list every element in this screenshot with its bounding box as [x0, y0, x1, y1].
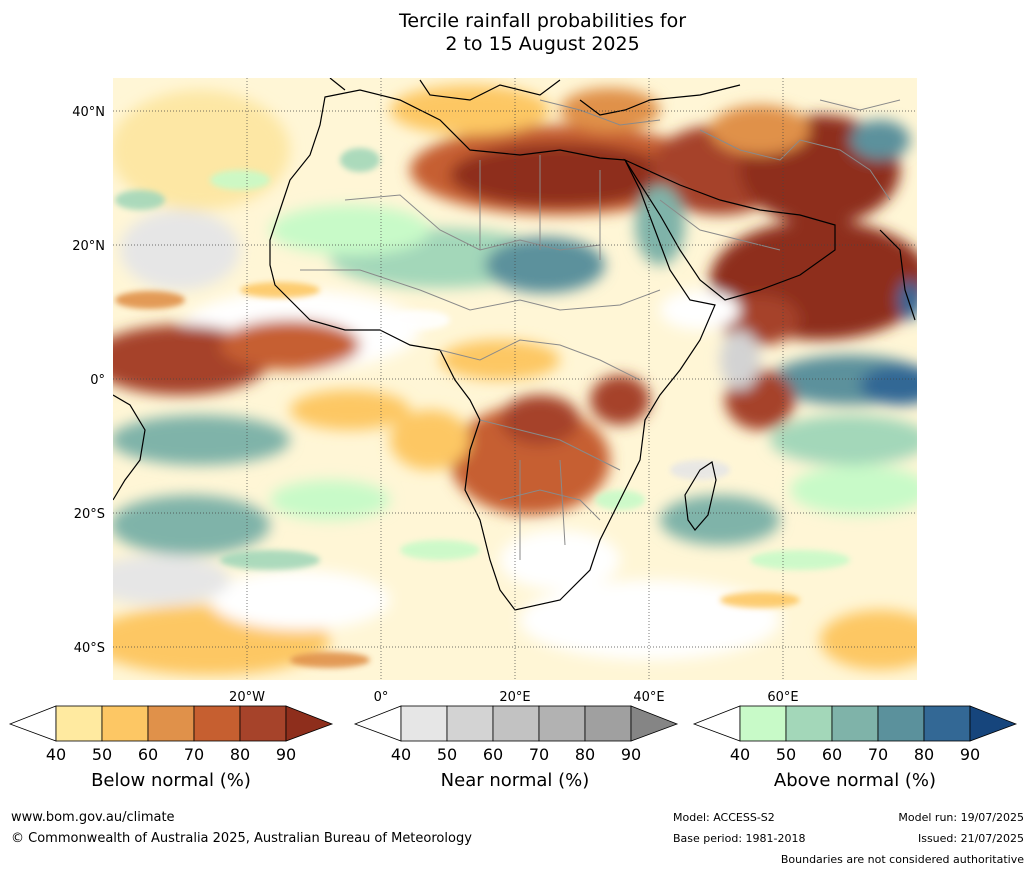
coastlines — [113, 78, 916, 611]
colorbar-below-swatch — [239, 705, 287, 742]
colorbar-near: 40 50 60 70 80 90 Near normal (%) — [353, 705, 679, 791]
colorbar-above-swatch — [877, 705, 925, 742]
map-title: Tercile rainfall probabilities for 2 to … — [0, 10, 1035, 56]
colorbar-above-min-arrow — [692, 705, 741, 742]
latitude-labels: 40°N 20°N 0° 20°S 40°S — [72, 105, 105, 656]
lon-label: 20°E — [499, 690, 530, 705]
colorbar-below-swatch — [101, 705, 149, 742]
colorbar-above: 40 50 60 70 80 90 Above normal (%) — [692, 705, 1018, 791]
colorbar-below: 40 50 60 70 80 90 Below normal (%) — [8, 705, 334, 791]
colorbar-label: Above normal (%) — [774, 770, 936, 791]
colorbar-above-swatch — [831, 705, 879, 742]
colorbar-tick: 50 — [776, 745, 796, 764]
colorbar-above-max-arrow — [969, 705, 1018, 742]
footer-issued: Issued: 21/07/2025 — [917, 832, 1024, 845]
title-line-2: 2 to 15 August 2025 — [445, 33, 640, 55]
colorbar-below-swatch — [193, 705, 241, 742]
lon-label: 20°W — [229, 690, 265, 705]
colorbar-below-swatch — [55, 705, 103, 742]
colorbar-tick: 90 — [276, 745, 296, 764]
footer-model: Model: ACCESS-S2 — [673, 811, 775, 824]
colorbar-above-swatch — [923, 705, 971, 742]
colorbar-tick: 40 — [46, 745, 66, 764]
colorbar-tick: 60 — [822, 745, 842, 764]
colorbar-below-swatch — [147, 705, 195, 742]
map-field — [113, 78, 917, 680]
colorbar-above-swatch — [785, 705, 833, 742]
footer-disclaimer: Boundaries are not considered authoritat… — [780, 853, 1024, 866]
lon-label: 40°E — [633, 690, 664, 705]
colorbar-tick: 50 — [92, 745, 112, 764]
gridlines — [113, 78, 917, 680]
colorbar-tick: 50 — [437, 745, 457, 764]
country-borders — [300, 99, 901, 560]
colorbar-tick: 40 — [391, 745, 411, 764]
colorbar-tick: 60 — [483, 745, 503, 764]
lat-label: 40°S — [74, 641, 105, 656]
colorbar-near-min-arrow — [353, 705, 402, 742]
colorbar-label: Near normal (%) — [441, 770, 590, 791]
lat-label: 20°N — [72, 239, 105, 254]
colorbar-near-swatch — [538, 705, 586, 742]
colorbar-tick: 80 — [575, 745, 595, 764]
colorbar-tick: 80 — [914, 745, 934, 764]
colorbar-label: Below normal (%) — [91, 770, 251, 791]
lat-label: 20°S — [74, 507, 105, 522]
colorbar-tick: 90 — [960, 745, 980, 764]
colorbar-tick: 90 — [621, 745, 641, 764]
colorbar-near-swatch — [492, 705, 540, 742]
colorbar-below-min-arrow — [8, 705, 57, 742]
footer-url[interactable]: www.bom.gov.au/climate — [11, 810, 175, 825]
colorbar-above-swatch — [739, 705, 787, 742]
colorbar-near-max-arrow — [630, 705, 679, 742]
probability-field — [113, 85, 917, 675]
colorbar-tick: 80 — [230, 745, 250, 764]
colorbar-near-swatch — [584, 705, 632, 742]
footer-base-period: Base period: 1981-2018 — [673, 832, 806, 845]
colorbar-tick: 40 — [730, 745, 750, 764]
colorbar-below-max-arrow — [285, 705, 334, 742]
lon-label: 0° — [374, 690, 389, 705]
lat-label: 40°N — [72, 105, 105, 120]
lat-label: 0° — [90, 373, 105, 388]
longitude-labels: 20°W 0° 20°E 40°E 60°E — [229, 690, 799, 705]
colorbar-tick: 70 — [529, 745, 549, 764]
colorbar-tick: 70 — [184, 745, 204, 764]
title-line-1: Tercile rainfall probabilities for — [398, 10, 687, 32]
colorbar-tick: 60 — [138, 745, 158, 764]
colorbar-near-swatch — [400, 705, 448, 742]
footer-model-run: Model run: 19/07/2025 — [898, 811, 1024, 824]
footer-copyright: © Commonwealth of Australia 2025, Austra… — [11, 831, 472, 846]
colorbar-tick: 70 — [868, 745, 888, 764]
lon-label: 60°E — [767, 690, 798, 705]
colorbar-near-swatch — [446, 705, 494, 742]
